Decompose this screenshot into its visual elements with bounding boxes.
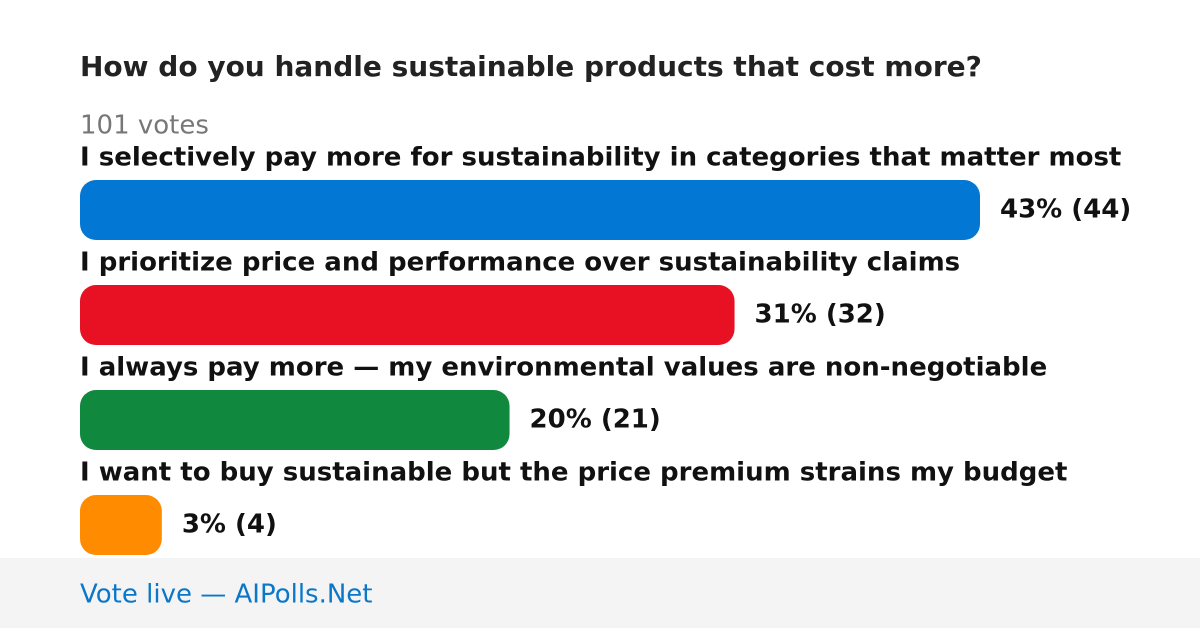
option-label: I prioritize price and performance over …: [80, 248, 960, 278]
value-label: 20% (21): [530, 405, 661, 435]
footer-band: [0, 558, 1200, 628]
value-label: 3% (4): [182, 510, 277, 540]
option-label: I want to buy sustainable but the price …: [80, 458, 1067, 488]
vote-count: 101 votes: [80, 111, 209, 141]
option-label: I always pay more — my environmental val…: [80, 353, 1047, 383]
bar: [80, 390, 510, 450]
bar: [80, 495, 162, 555]
poll-title: How do you handle sustainable products t…: [80, 50, 982, 83]
option-label: I selectively pay more for sustainabilit…: [80, 143, 1121, 173]
footer-link[interactable]: Vote live — AIPolls.Net: [80, 580, 373, 610]
bar: [80, 285, 735, 345]
bar: [80, 180, 980, 240]
value-label: 31% (32): [755, 300, 886, 330]
value-label: 43% (44): [1000, 195, 1131, 225]
